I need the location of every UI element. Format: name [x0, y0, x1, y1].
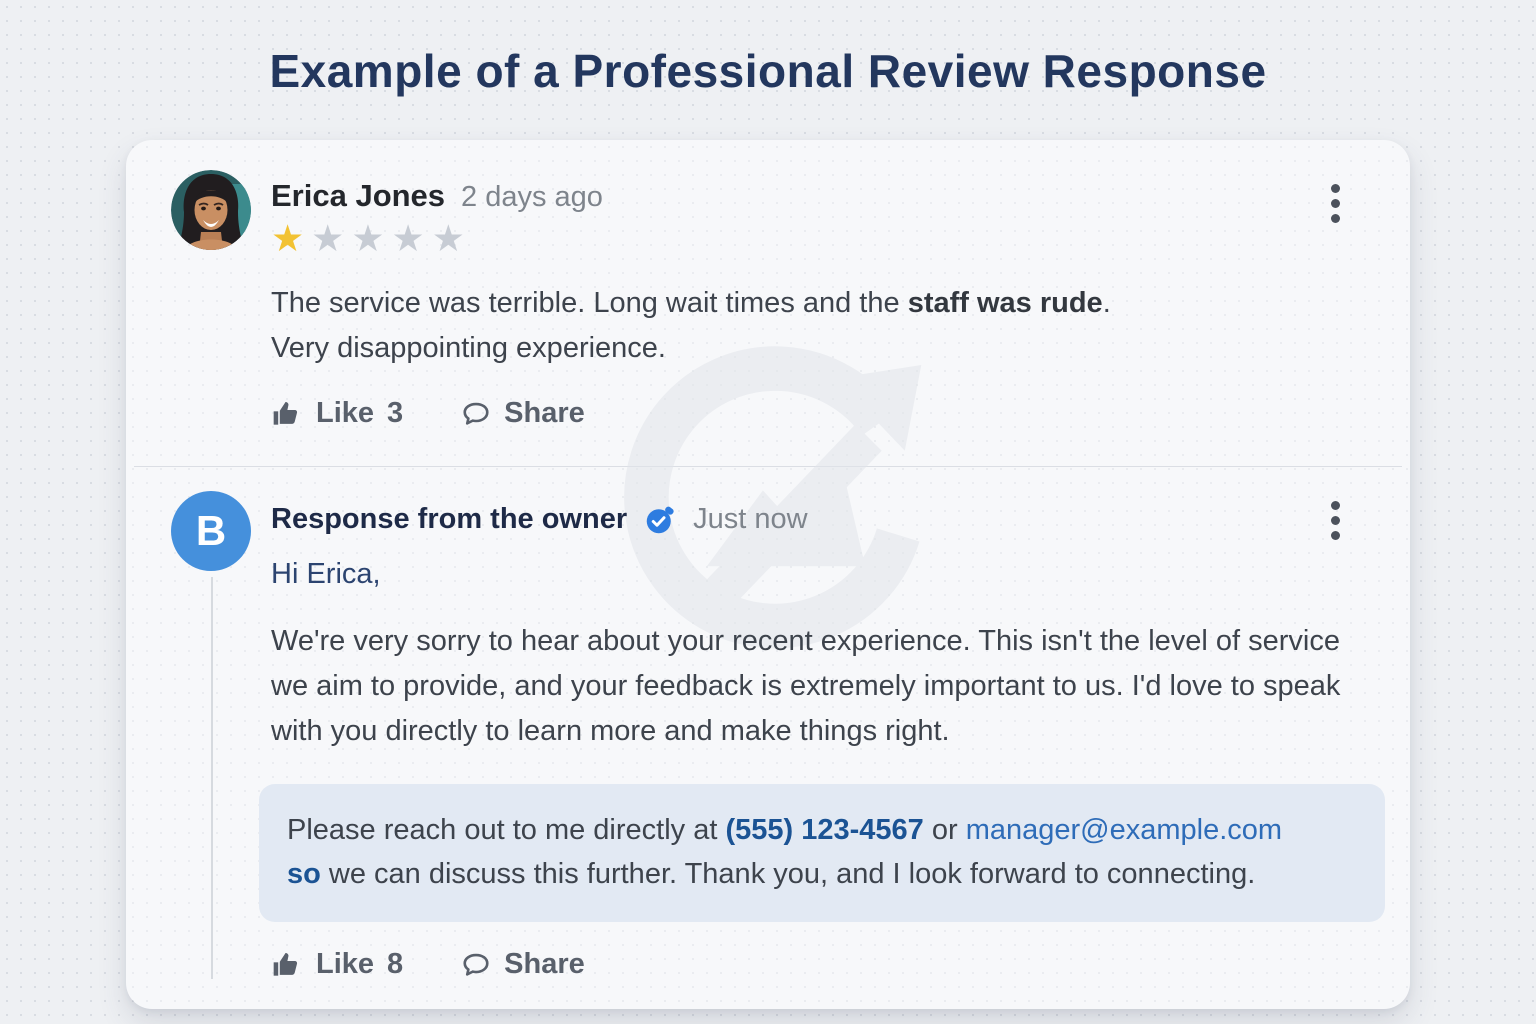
- kebab-dot: [1331, 531, 1340, 540]
- greeting-text: Hi Erica,: [271, 558, 381, 590]
- share-button[interactable]: Share: [461, 397, 585, 430]
- owner-avatar[interactable]: B: [171, 491, 251, 571]
- phone-link[interactable]: (555) 123-4567: [725, 814, 924, 846]
- like-button[interactable]: Like 3: [271, 397, 403, 430]
- email-link[interactable]: manager@example.com: [965, 814, 1283, 846]
- kebab-dot: [1331, 516, 1340, 525]
- response-timestamp: Just now: [693, 503, 808, 535]
- text-segment: staff was rude: [907, 287, 1103, 319]
- thumbs-up-icon: [273, 401, 298, 425]
- like-count: 8: [387, 948, 404, 980]
- like-count: 3: [387, 397, 404, 429]
- text-segment: Very disappointing experience.: [271, 332, 666, 364]
- share-label: Share: [504, 948, 585, 980]
- page-title: Example of a Professional Review Respons…: [269, 45, 1267, 97]
- kebab-dot: [1331, 214, 1340, 223]
- kebab-dot: [1331, 184, 1340, 193]
- share-bubble-icon: [463, 953, 489, 976]
- text-segment: The service was terrible. Long wait time…: [271, 287, 908, 319]
- share-bubble-icon: [463, 402, 489, 425]
- contact-highlight-box: Please reach out to me directly at (555)…: [259, 784, 1385, 922]
- thumbs-up-icon: [273, 952, 298, 976]
- star-filled-icon: ★: [271, 218, 312, 259]
- text-segment: so: [287, 858, 321, 890]
- reviewer-avatar[interactable]: [171, 170, 251, 250]
- star-empty-icon: ★: [351, 218, 392, 259]
- star-empty-icon: ★: [391, 218, 432, 259]
- verified-badge-icon: [645, 505, 675, 535]
- review-card: Erica Jones 2 days ago ★★★★★ The service…: [126, 140, 1410, 1009]
- share-label: Share: [504, 397, 585, 429]
- response-title: Response from the owner: [271, 503, 628, 535]
- like-button[interactable]: Like 8: [271, 948, 403, 981]
- share-button[interactable]: Share: [461, 948, 585, 981]
- customer-review: Erica Jones 2 days ago ★★★★★ The service…: [126, 140, 1410, 466]
- text-segment: we can discuss this further. Thank you, …: [320, 858, 1256, 890]
- thread-line: [211, 577, 213, 979]
- response-body: We're very sorry to hear about your rece…: [271, 625, 1341, 747]
- reviewer-name: Erica Jones: [271, 178, 446, 213]
- star-rating: ★★★★★: [271, 220, 1365, 257]
- owner-response: B Response from the owner Just now H: [126, 467, 1410, 1009]
- kebab-dot: [1331, 199, 1340, 208]
- text-segment: Please reach out to me directly at: [287, 814, 726, 846]
- contact-note: Please reach out to me directly at (555)…: [287, 814, 1282, 890]
- response-options-menu[interactable]: [1327, 497, 1344, 544]
- review-timestamp: 2 days ago: [461, 181, 603, 213]
- star-empty-icon: ★: [311, 218, 352, 259]
- text-segment: or: [923, 814, 966, 846]
- star-empty-icon: ★: [431, 218, 472, 259]
- review-options-menu[interactable]: [1327, 180, 1344, 227]
- kebab-dot: [1331, 501, 1340, 510]
- review-text: The service was terrible. Long wait time…: [271, 281, 1271, 371]
- text-segment: .: [1102, 287, 1111, 319]
- like-label: Like: [316, 948, 375, 980]
- like-label: Like: [316, 397, 375, 429]
